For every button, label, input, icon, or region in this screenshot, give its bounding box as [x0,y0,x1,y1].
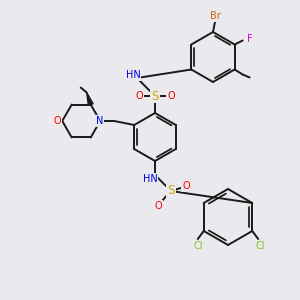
Text: N: N [95,116,103,126]
Text: O: O [182,181,190,191]
Text: HN: HN [142,174,158,184]
Polygon shape [87,92,93,105]
Text: S: S [167,184,175,197]
Text: Br: Br [210,11,220,21]
Text: Cl: Cl [193,241,202,251]
Text: O: O [53,116,61,126]
Text: S: S [151,89,159,103]
Text: HN: HN [126,70,140,80]
Text: Cl: Cl [256,241,265,251]
Text: N: N [95,116,103,126]
Text: O: O [154,201,162,211]
Text: O: O [135,91,143,101]
Text: F: F [247,34,253,44]
Text: O: O [167,91,175,101]
